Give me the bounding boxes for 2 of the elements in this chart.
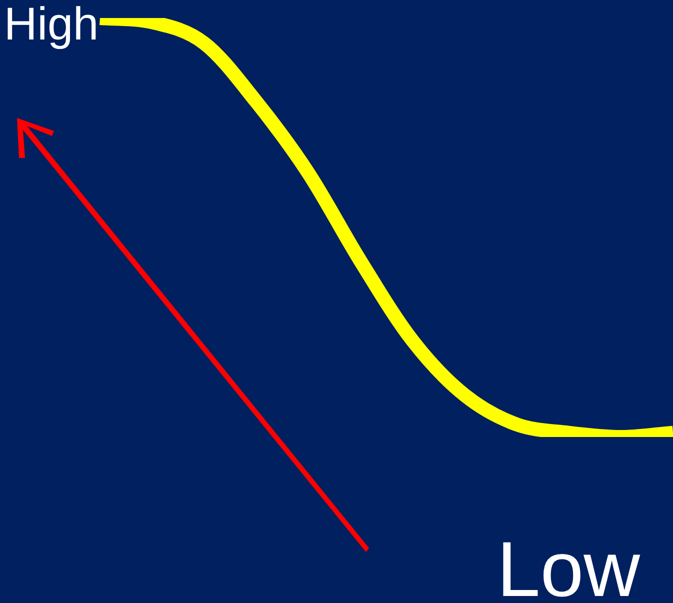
annotation: High xyxy=(4,0,99,50)
text: Low xyxy=(496,525,641,603)
